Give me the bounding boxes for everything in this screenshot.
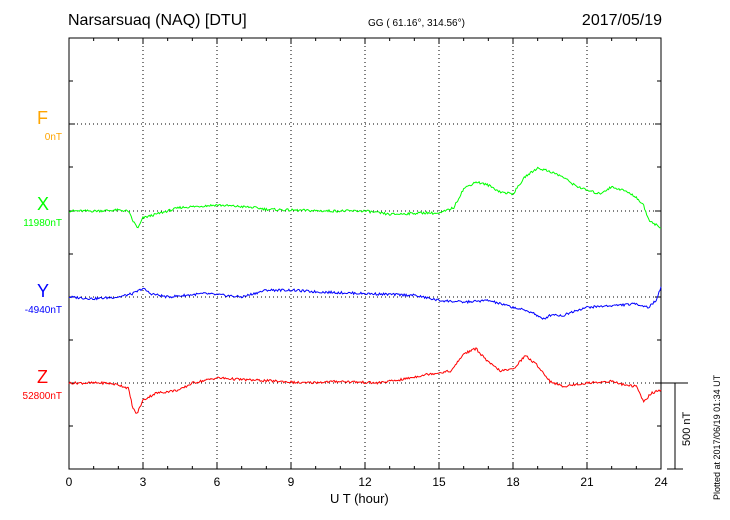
grid-layer <box>69 38 661 469</box>
series-line-y <box>68 286 662 320</box>
x-tick-label: 24 <box>654 475 668 489</box>
component-x-baseline: 11980nT <box>23 218 62 229</box>
plotted-timestamp: Plotted at 2017/06/19 01:34 UT <box>712 374 722 500</box>
series-line-x <box>68 166 662 229</box>
series-layer <box>68 166 662 414</box>
component-f-label: F <box>37 108 48 128</box>
component-y-baseline: -4940nT <box>24 305 62 316</box>
x-tick-label: 6 <box>214 475 221 489</box>
x-tick-label: 18 <box>506 475 520 489</box>
component-y-label: Y <box>37 281 50 301</box>
x-axis-label: U T (hour) <box>330 491 389 506</box>
scale-bar-label: 500 nT <box>681 411 693 446</box>
x-tick-label: 0 <box>66 475 73 489</box>
tick-layer: 0 3 6 9 12 15 18 21 24 <box>66 37 668 489</box>
component-z-baseline: 52800nT <box>22 391 62 402</box>
x-tick-label: 3 <box>140 475 147 489</box>
x-tick-label: 21 <box>580 475 594 489</box>
x-tick-label: 15 <box>432 475 446 489</box>
date-label: 2017/05/19 <box>581 12 662 29</box>
component-f-baseline: 0nT <box>44 132 62 143</box>
series-line-z <box>68 347 662 414</box>
x-tick-label: 9 <box>288 475 295 489</box>
component-x-label: X <box>37 194 50 214</box>
coordinates-label: GG ( 61.16°, 314.56°) <box>368 18 465 29</box>
station-title: Narsarsuaq (NAQ) [DTU] <box>68 12 247 29</box>
scale-bar <box>661 382 688 470</box>
x-tick-label: 12 <box>358 475 372 489</box>
component-z-label: Z <box>37 367 48 387</box>
